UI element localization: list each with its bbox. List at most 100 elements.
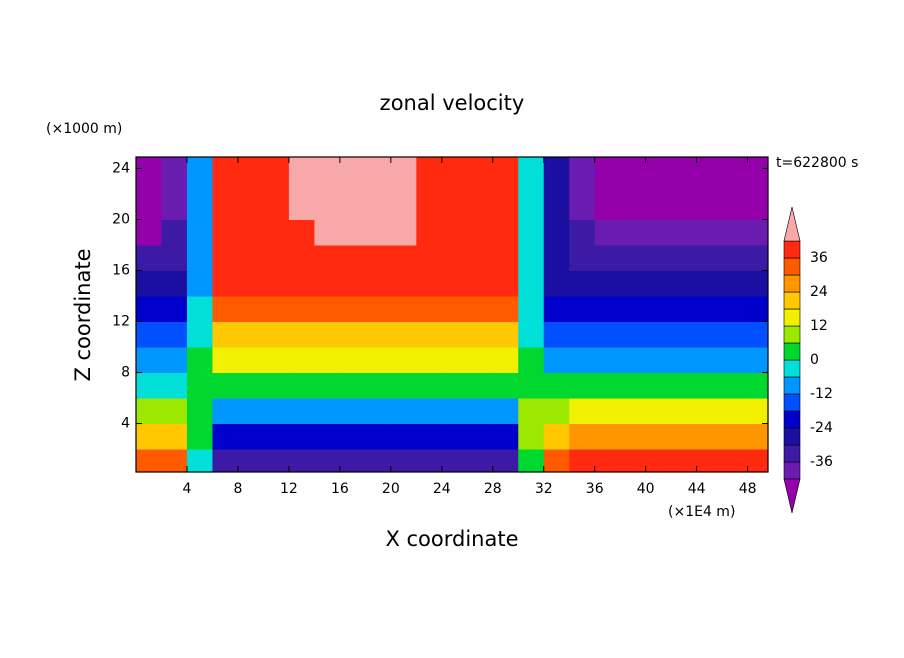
cell [722,449,749,472]
cell [645,449,672,472]
colorbar-band [783,427,801,446]
colorbar-band [783,274,801,293]
cell [161,157,188,169]
cell [441,449,468,472]
cell [314,449,341,472]
colorbar-tick-label: 0 [810,352,819,368]
cell [212,193,239,220]
cell [492,449,519,472]
cell [212,449,239,472]
cell [390,423,417,450]
cell [594,270,621,297]
cell [747,219,768,246]
cell [186,219,213,246]
plot-frame [135,156,769,473]
cell [416,321,443,348]
cell [467,157,494,169]
cell [186,398,213,425]
cell [314,193,341,220]
cell [365,372,392,399]
cell [569,219,596,246]
x-tick-label: 40 [637,481,655,497]
cell [467,270,494,297]
cell [518,296,545,323]
cell [263,423,290,450]
cell [594,398,621,425]
cell [492,398,519,425]
cell [365,193,392,220]
cell [594,449,621,472]
colorbar-band [783,410,801,429]
cell [747,398,768,425]
cell [212,270,239,297]
cell [492,372,519,399]
cell [543,449,570,472]
cell [696,372,723,399]
cell [696,219,723,246]
cell [212,347,239,374]
cell [518,244,545,272]
cell [416,347,443,374]
cell [645,347,672,374]
cell [671,398,698,425]
cell [671,270,698,297]
cell [569,398,596,425]
cell [161,193,188,220]
cell [365,449,392,472]
colorbar-extend-high [783,206,801,242]
cell [339,347,366,374]
cell [288,372,315,399]
cell [645,423,672,450]
cell [594,321,621,348]
cell [620,219,647,246]
cell [136,296,162,323]
cell [696,321,723,348]
cell [186,193,213,220]
cell [416,219,443,246]
cell [518,321,545,348]
cell [186,423,213,450]
cell [492,423,519,450]
cell [390,157,417,169]
cell [212,372,239,399]
cell [543,168,570,195]
cell [237,449,264,472]
cell [467,168,494,195]
colorbar-band [783,325,801,344]
cell [441,168,468,195]
cell [722,296,749,323]
cell [314,372,341,399]
cell [365,270,392,297]
cell [518,372,545,399]
cell [569,244,596,272]
cell [136,321,162,348]
cell [543,270,570,297]
cell [186,244,213,272]
cell [543,347,570,374]
cell [747,372,768,399]
cell [594,372,621,399]
colorbar-band [783,444,801,463]
cell [136,398,162,425]
cell [722,398,749,425]
cell [416,270,443,297]
y-axis-label: Z coordinate [71,248,95,381]
cell [594,157,621,169]
cell [136,168,162,195]
cell [237,423,264,450]
cell [543,398,570,425]
cell [594,168,621,195]
cell [722,321,749,348]
x-axis-label: X coordinate [385,527,518,551]
cell [212,321,239,348]
field [136,157,768,472]
cell [339,244,366,272]
cell [696,168,723,195]
cell [645,157,672,169]
cell [186,168,213,195]
cell [314,157,341,169]
cell [492,321,519,348]
cell [492,347,519,374]
colorbar-band [783,342,801,361]
cell [696,398,723,425]
